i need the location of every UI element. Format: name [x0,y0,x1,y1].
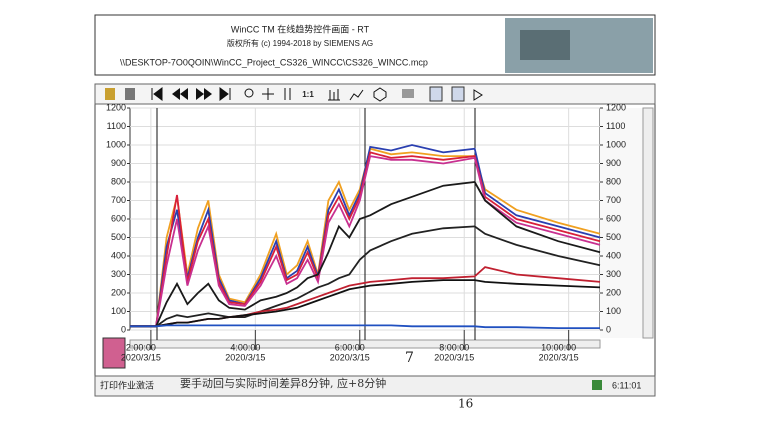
y2-tick-label: 100 [606,306,621,316]
header-path: \\DESKTOP-7O0QOIN\WinCC_Project_CS326_WI… [120,57,428,67]
y-tick-label: 1200 [106,102,126,112]
tool-button[interactable] [349,89,364,101]
header-copyright: 版权所有 (c) 1994-2018 by SIEMENS AG [227,38,373,48]
trend-line [130,151,601,328]
x-tick-label: 8:00:00 [439,342,469,352]
handwritten-note: 7 [405,350,414,366]
y2-tick-label: 200 [606,287,621,297]
scrollbar[interactable] [642,107,654,339]
tool-button[interactable] [328,89,340,101]
toolbar [94,83,656,105]
y-tick-label: 1000 [106,139,126,149]
status-job: 打印作业激活 [100,379,154,390]
right-axis-area [600,108,645,338]
time-scrollbar[interactable] [129,339,601,349]
tool-button[interactable] [473,89,483,101]
tool-button[interactable] [402,89,414,98]
header-title: WinCC TM 在线趋势控件画面 - RT [231,23,370,34]
trend-line [130,147,601,328]
y-tick-label: 1100 [107,121,126,131]
y2-tick-label: 0 [606,324,611,334]
tool-button[interactable] [451,86,465,102]
y2-tick-label: 900 [606,158,621,168]
tool-button[interactable] [151,87,163,101]
header-image-detail [520,30,570,60]
tool-button[interactable] [284,88,291,100]
y2-tick-label: 400 [606,250,621,260]
tool-button[interactable] [219,87,231,101]
x-tick-label: 2:00:00 [126,342,156,352]
y-tick-label: 100 [111,306,126,316]
x-tick-label: 10:00:00 [541,342,576,352]
tool-button[interactable] [105,88,115,100]
tool-button[interactable] [429,86,443,102]
x-tick-date: 2020/3/15 [225,352,265,362]
y-tick-label: 300 [111,269,126,279]
x-tick-date: 2020/3/15 [539,352,579,362]
x-tick-label: 4:00:00 [230,342,260,352]
trend-line [130,225,601,328]
handwritten-note: 要手动回与实际时间差异8分钟, 应+8分钟 [180,376,386,390]
legend-icon[interactable] [102,337,126,369]
x-tick-date: 2020/3/15 [330,352,370,362]
x-tick-date: 2020/3/15 [434,352,474,362]
handwritten-note: 16 [458,397,473,411]
y2-tick-label: 1200 [606,102,626,112]
y-tick-label: 200 [111,287,126,297]
tool-button[interactable] [373,87,387,102]
toolbar-buttons[interactable]: 1:1 [105,86,483,102]
status-time: 6:11:01 [612,380,641,390]
y-tick-label: 400 [111,250,126,260]
x-tick-date: 2020/3/15 [121,352,161,362]
tool-button[interactable] [244,88,254,98]
y2-tick-label: 700 [606,195,621,205]
y-tick-label: 500 [111,232,126,242]
ruler-lines [156,108,476,340]
trend-line [130,155,601,328]
y-tick-label: 900 [111,158,126,168]
tool-button[interactable] [262,88,274,100]
trend-line [130,279,601,328]
tool-button[interactable] [196,88,212,100]
tool-button[interactable] [172,88,188,100]
y2-tick-label: 800 [606,176,621,186]
trend-line [130,324,600,329]
y-tick-label: 0 [121,324,126,334]
tool-button[interactable] [125,88,135,100]
trend-line [130,181,601,328]
y2-tick-label: 500 [606,232,621,242]
y-tick-label: 600 [111,213,126,223]
y-tick-label: 700 [111,195,126,205]
x-tick-label: 6:00:00 [335,342,365,352]
y2-tick-label: 1000 [606,139,626,149]
y-tick-label: 800 [111,176,126,186]
y2-tick-label: 300 [606,269,621,279]
tool-button-label[interactable]: 1:1 [302,90,314,99]
status-icon [592,380,602,390]
status-bar [94,375,656,397]
trend-line [130,144,601,328]
y2-tick-label: 1100 [606,121,625,131]
y2-tick-label: 600 [606,213,621,223]
